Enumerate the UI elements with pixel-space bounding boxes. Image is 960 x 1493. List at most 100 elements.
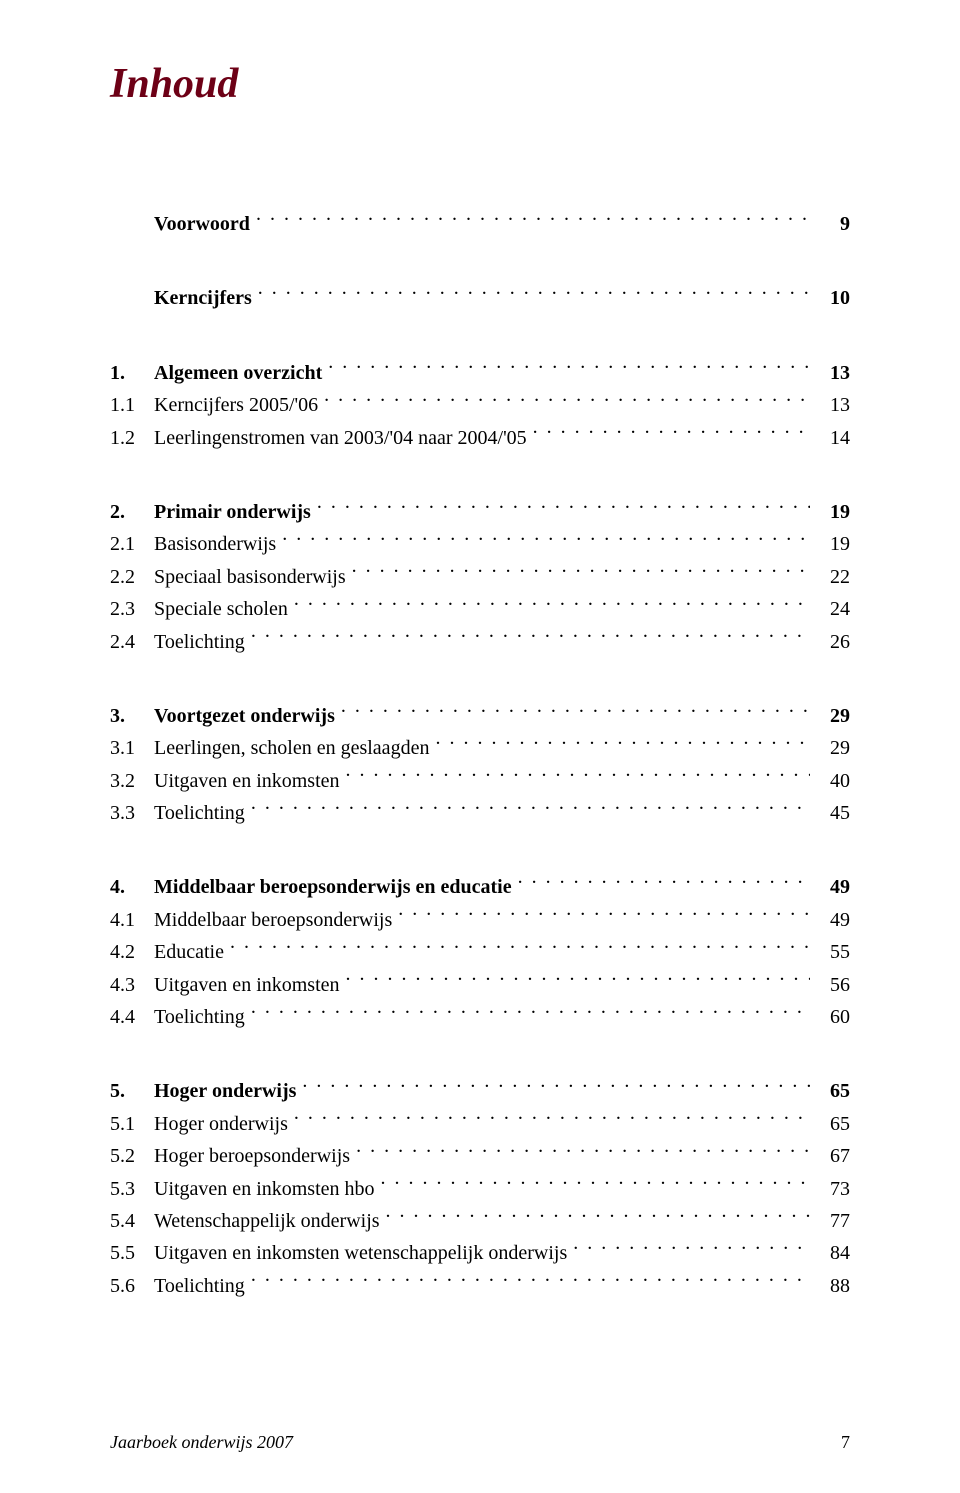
toc-entry-label: Uitgaven en inkomsten wetenschappelijk o… [154, 1237, 567, 1269]
toc-leader-dots [294, 595, 810, 615]
toc-leader-dots [324, 391, 810, 411]
toc-entry-label: Educatie [154, 936, 224, 968]
toc-leader-dots [328, 359, 810, 379]
toc-entry-label: Primair onderwijs [154, 496, 311, 528]
table-of-contents: Voorwoord9 Kerncijfers10 1.Algemeen overzi… [110, 208, 850, 1302]
toc-entry-number: 2.3 [110, 593, 154, 625]
toc-row: 3.Voortgezet onderwijs29 [110, 700, 850, 732]
toc-leader-dots [251, 1272, 810, 1292]
toc-row: 2.1Basisonderwijs19 [110, 528, 850, 560]
toc-row: Voorwoord9 [110, 208, 850, 240]
toc-entry-label: Speciaal basisonderwijs [154, 561, 346, 593]
toc-leader-dots [573, 1239, 810, 1259]
toc-entry-number: 5.6 [110, 1270, 154, 1302]
toc-entry-page: 19 [816, 528, 850, 560]
toc-row: 2.4Toelichting 26 [110, 626, 850, 658]
toc-entry-label: Basisonderwijs [154, 528, 276, 560]
toc-row: 1.1Kerncijfers 2005/'0613 [110, 389, 850, 421]
toc-entry-number: 5. [110, 1075, 154, 1107]
toc-entry-label: Uitgaven en inkomsten hbo [154, 1173, 375, 1205]
toc-row: 5.2Hoger beroepsonderwijs 67 [110, 1140, 850, 1172]
toc-entry-number: 2.2 [110, 561, 154, 593]
toc-row: 5.6Toelichting 88 [110, 1270, 850, 1302]
toc-entry-label: Middelbaar beroepsonderwijs en educatie [154, 871, 512, 903]
toc-entry-label: Voortgezet onderwijs [154, 700, 335, 732]
toc-entry-number: 1.2 [110, 422, 154, 454]
toc-entry-label: Uitgaven en inkomsten [154, 969, 340, 1001]
toc-entry-number: 4.4 [110, 1001, 154, 1033]
toc-entry-page: 65 [816, 1075, 850, 1107]
toc-entry-page: 14 [816, 422, 850, 454]
toc-leader-dots [256, 210, 810, 230]
toc-leader-dots [294, 1110, 810, 1130]
toc-row: 5.4Wetenschappelijk onderwijs77 [110, 1205, 850, 1237]
toc-leader-dots [282, 530, 810, 550]
toc-entry-label: Hoger onderwijs [154, 1108, 288, 1140]
toc-row: 1.2Leerlingenstromen van 2003/'04 naar 2… [110, 422, 850, 454]
toc-leader-dots [518, 873, 810, 893]
toc-entry-page: 10 [816, 282, 850, 314]
toc-entry-number: 4. [110, 871, 154, 903]
toc-entry-label: Toelichting [154, 626, 245, 658]
toc-entry-number: 5.3 [110, 1173, 154, 1205]
toc-entry-page: 88 [816, 1270, 850, 1302]
toc-entry-page: 22 [816, 561, 850, 593]
toc-leader-dots [317, 498, 810, 518]
toc-row: 5.1Hoger onderwijs65 [110, 1108, 850, 1140]
toc-leader-dots [258, 284, 810, 304]
toc-entry-number: 1. [110, 357, 154, 389]
toc-row: 5.Hoger onderwijs 65 [110, 1075, 850, 1107]
toc-entry-page: 29 [816, 700, 850, 732]
toc-entry-number: 5.5 [110, 1237, 154, 1269]
toc-entry-page: 65 [816, 1108, 850, 1140]
toc-leader-dots [386, 1207, 810, 1227]
toc-leader-dots [251, 799, 810, 819]
toc-entry-label: Kerncijfers 2005/'06 [154, 389, 318, 421]
toc-entry-page: 45 [816, 797, 850, 829]
toc-leader-dots [341, 702, 810, 722]
toc-entry-page: 29 [816, 732, 850, 764]
toc-entry-page: 55 [816, 936, 850, 968]
toc-entry-page: 67 [816, 1140, 850, 1172]
toc-row: 3.3Toelichting 45 [110, 797, 850, 829]
toc-entry-label: Toelichting [154, 797, 245, 829]
toc-entry-number: 4.3 [110, 969, 154, 1001]
toc-entry-number: 3.2 [110, 765, 154, 797]
toc-row: 4.Middelbaar beroepsonderwijs en educati… [110, 871, 850, 903]
footer-page-number: 7 [841, 1432, 850, 1453]
toc-entry-number: 2.4 [110, 626, 154, 658]
toc-row: 5.5Uitgaven en inkomsten wetenschappelij… [110, 1237, 850, 1269]
toc-entry-label: Toelichting [154, 1001, 245, 1033]
toc-entry-number: 4.1 [110, 904, 154, 936]
toc-row: 2.3Speciale scholen24 [110, 593, 850, 625]
toc-row: 2.2Speciaal basisonderwijs 22 [110, 561, 850, 593]
toc-entry-page: 26 [816, 626, 850, 658]
toc-entry-label: Hoger beroepsonderwijs [154, 1140, 350, 1172]
toc-leader-dots [435, 734, 810, 754]
toc-entry-page: 77 [816, 1205, 850, 1237]
toc-entry-page: 60 [816, 1001, 850, 1033]
toc-row: Kerncijfers10 [110, 282, 850, 314]
toc-row: 4.4Toelichting 60 [110, 1001, 850, 1033]
toc-entry-number: 3.3 [110, 797, 154, 829]
toc-entry-label: Wetenschappelijk onderwijs [154, 1205, 380, 1237]
toc-entry-page: 19 [816, 496, 850, 528]
toc-leader-dots [251, 628, 810, 648]
toc-entry-label: Hoger onderwijs [154, 1075, 296, 1107]
toc-row: 1.Algemeen overzicht13 [110, 357, 850, 389]
toc-entry-page: 49 [816, 871, 850, 903]
toc-entry-number: 5.2 [110, 1140, 154, 1172]
toc-entry-page: 84 [816, 1237, 850, 1269]
toc-leader-dots [398, 906, 810, 926]
toc-entry-label: Voorwoord [154, 208, 250, 240]
toc-leader-dots [352, 563, 810, 583]
toc-block: Kerncijfers10 [110, 282, 850, 314]
toc-row: 4.1Middelbaar beroepsonderwijs49 [110, 904, 850, 936]
toc-entry-label: Toelichting [154, 1270, 245, 1302]
toc-row: 3.2Uitgaven en inkomsten40 [110, 765, 850, 797]
toc-block: 4.Middelbaar beroepsonderwijs en educati… [110, 871, 850, 1033]
toc-entry-number: 1.1 [110, 389, 154, 421]
toc-row: 5.3Uitgaven en inkomsten hbo73 [110, 1173, 850, 1205]
toc-leader-dots [533, 424, 810, 444]
toc-entry-page: 49 [816, 904, 850, 936]
